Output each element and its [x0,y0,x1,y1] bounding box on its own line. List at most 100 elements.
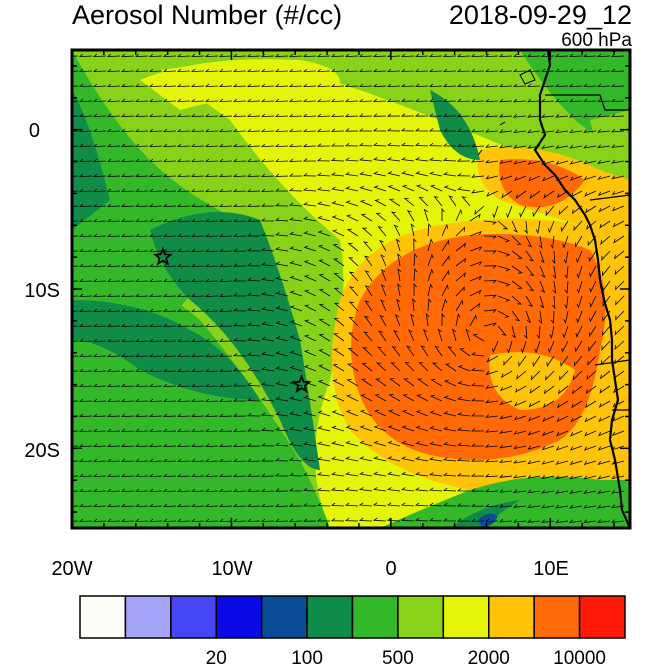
lon-label: 0 [385,558,396,580]
wind-barb [190,233,205,238]
wind-barb [176,278,191,283]
wind-barb [529,385,541,394]
wind-barb [72,475,79,477]
wind-barb [120,503,135,508]
wind-barb [288,187,303,192]
wind-barb [333,287,345,297]
colorbar [79,595,626,639]
wind-barb [332,363,345,372]
wind-barb [120,518,135,523]
wind-barb [302,441,317,447]
wind-barb [470,473,485,477]
wind-barb [456,83,471,88]
wind-barb [316,143,331,147]
wind-barb [92,263,107,268]
wind-barb [204,278,219,283]
wind-barb [106,233,121,238]
wind-barb [246,382,261,387]
wind-barb [483,235,498,240]
wind-barb [134,188,149,193]
wind-barb [555,475,569,480]
wind-barb [415,184,429,192]
wind-barb [176,173,191,178]
wind-barb [148,173,163,178]
wind-barb [260,427,275,432]
wind-barb [569,490,583,495]
wind-barb [372,68,387,73]
wind-barb [134,263,149,268]
wind-barb [373,425,387,432]
wind-barb [525,265,535,277]
wind-barb [442,457,457,462]
wind-barb [393,224,401,237]
colorbar-swatch [306,595,354,639]
wind-barb [511,235,522,245]
wind-barb [148,128,163,133]
wind-barb [176,473,191,478]
wind-barb [302,503,317,507]
wind-barb [418,362,429,372]
wind-barb [555,489,569,494]
wind-barb [148,233,163,238]
wind-barb [72,385,79,387]
wind-barb [134,518,149,523]
wind-barb [427,283,433,297]
wind-barb [176,83,191,88]
wind-barb [498,113,513,118]
wind-barb [456,158,471,162]
wind-barb [527,445,541,450]
wind-barb [518,355,527,367]
wind-barb [92,503,107,508]
wind-barb [348,286,359,297]
wind-barb [585,400,597,409]
wind-barb [246,518,261,523]
wind-barb [470,488,485,492]
wind-barb [414,98,429,102]
wind-barb [414,471,429,477]
wind-barb [260,158,275,163]
wind-barb [513,160,527,165]
wind-barb [72,130,79,132]
wind-barb [106,83,121,88]
wind-barb [72,505,79,507]
wind-barb [316,113,331,118]
wind-barb [456,518,471,522]
wind-barb [361,363,373,372]
wind-barb [611,519,625,523]
wind-barb [420,345,429,357]
wind-barb [583,144,597,149]
wind-barb [204,503,219,508]
wind-barb [415,456,429,462]
wind-barb [106,293,121,298]
wind-barb [331,441,345,447]
wind-barb [442,128,457,132]
wind-barb [260,351,275,357]
wind-barb [401,171,415,177]
wind-barb [260,203,275,207]
wind-barb [390,362,401,372]
wind-barb [78,188,93,193]
wind-barb [396,298,401,312]
wind-barb [525,295,534,308]
wind-barb [275,381,289,387]
wind-barb [78,173,93,178]
wind-barb [471,189,485,194]
wind-barb [386,142,401,147]
wind-barb [601,340,611,351]
wind-barb [364,300,373,312]
wind-barb [92,128,107,133]
wind-barb [176,323,191,328]
wind-barb [78,503,93,508]
wind-barb [316,502,331,507]
wind-barb [441,298,448,312]
wind-barb [260,412,275,417]
wind-barb [289,411,303,417]
wind-barb [232,473,247,478]
wind-barb [78,323,93,328]
wind-barb [261,306,275,312]
wind-barb [359,456,373,462]
wind-barb [527,474,541,479]
coastline [533,49,632,529]
wind-barb [441,255,450,267]
wind-barb [574,235,583,248]
